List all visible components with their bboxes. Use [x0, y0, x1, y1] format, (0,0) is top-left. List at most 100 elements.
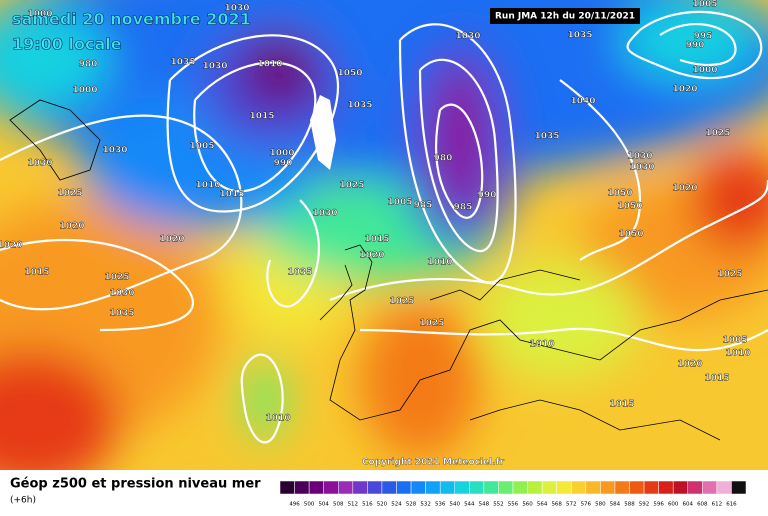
isobar-label: 1050 [618, 230, 643, 240]
colorbar-cell [600, 480, 616, 495]
colorbar-label: 524 [391, 502, 402, 508]
colorbar-label: 528 [406, 502, 417, 508]
isobar-label: 1010 [427, 258, 452, 268]
colorbar-label: 544 [464, 502, 475, 508]
colorbar-label: 560 [522, 502, 533, 508]
colorbar-cell [498, 480, 514, 495]
colorbar-label: 584 [610, 502, 621, 508]
colorbar-cell [338, 480, 354, 495]
isobar-label: 1035 [109, 309, 134, 319]
colorbar-label: 508 [333, 502, 344, 508]
colorbar-label: 592 [639, 502, 650, 508]
isobar-label: 1005 [189, 142, 214, 152]
isobar-label: 1000 [692, 66, 717, 76]
colorbar-label: 520 [377, 502, 388, 508]
run-box [490, 8, 640, 24]
isobar-label: 1030 [102, 146, 127, 156]
colorbar-label: 536 [435, 502, 446, 508]
colorbar-label: 556 [508, 502, 519, 508]
colorbar-label: 576 [581, 502, 592, 508]
colorbar-cell [439, 480, 455, 495]
isobar-label: 1020 [672, 184, 697, 194]
isobar-label: 985 [414, 201, 433, 211]
colorbar-cell [643, 480, 659, 495]
time: 19:00 locale [12, 35, 122, 54]
colorbar-cell [308, 480, 324, 495]
colorbar-cell [672, 480, 688, 495]
isobar-label: 1005 [692, 0, 717, 10]
isobar-label: 1005 [722, 336, 747, 346]
colorbar-label: 512 [348, 502, 359, 508]
copyright: Copyright 2021 Meteociel.fr [362, 458, 505, 468]
isobar-label: 1050 [337, 69, 362, 79]
colorbar: 496 500 504 508 512 516 520 524 528 532 536 540 544 5… [279, 480, 747, 508]
isobar-label: 1005 [387, 198, 412, 208]
colorbar-cell [410, 480, 426, 495]
colorbar-cell [527, 480, 543, 495]
isobar-label: 1000 [269, 149, 294, 159]
isobar-label: 1030 [312, 209, 337, 219]
isobars [0, 10, 768, 444]
isobar-label: 1020 [672, 85, 697, 95]
date: samedi 20 novembre 2021 [12, 10, 251, 29]
colorbar-cell [614, 480, 630, 495]
isobar-label: 1040 [570, 97, 595, 107]
footer-lead: (+6h) [10, 496, 36, 506]
colorbar-cell [367, 480, 383, 495]
colorbar-cell [731, 480, 747, 495]
colorbar-cell [702, 480, 718, 495]
isobar-label: 990 [274, 159, 293, 169]
footer-title: Géop z500 et pression niveau mer [10, 477, 261, 492]
isobar-label: 1015 [249, 112, 274, 122]
isobar-label: 1025 [339, 181, 364, 191]
isobar-label: 1025 [717, 270, 742, 280]
colorbar-cell [629, 480, 645, 495]
isobar-label: 1020 [59, 222, 84, 232]
run: Run JMA 12h du 20/11/2021 [495, 12, 635, 22]
isobar-label: 1010 [725, 349, 750, 359]
isobar-label: 1035 [170, 58, 195, 68]
isobar-label: 1035 [534, 132, 559, 142]
colorbar-label: 572 [566, 502, 577, 508]
colorbar-label: 616 [726, 502, 737, 508]
isobar-label: 1000 [27, 10, 52, 20]
colorbar-cell [716, 480, 732, 495]
colorbar-label: 588 [624, 502, 635, 508]
isobar-label: 1030 [629, 163, 654, 173]
colorbar-label: 600 [668, 502, 679, 508]
isobar-label: 980 [79, 60, 98, 70]
isobar-label: 1010 [257, 60, 282, 70]
isobar-label: 1025 [705, 129, 730, 139]
isobar-label: 995 [694, 32, 713, 42]
colorbar-cell [469, 480, 485, 495]
isobar-label: 1035 [287, 268, 312, 278]
colorbar-label: 604 [683, 502, 694, 508]
isobar-label: 980 [434, 154, 453, 164]
isobar-label: 1010 [195, 181, 220, 191]
isobar-label: 1030 [202, 62, 227, 72]
colorbar-cell [381, 480, 397, 495]
colorbar-cell [279, 480, 295, 495]
colorbar-label: 596 [653, 502, 664, 508]
isobar-label: 1025 [104, 273, 129, 283]
isobar-label: 1025 [57, 189, 82, 199]
colorbar-label: 608 [697, 502, 708, 508]
isobar-label: 1030 [455, 32, 480, 42]
colorbar-cell [556, 480, 572, 495]
isobar-label: 1030 [109, 289, 134, 299]
isobar-label: 1030 [224, 4, 249, 14]
isobar-label: 1020 [0, 241, 23, 251]
coastlines [9, 99, 768, 441]
isobar-label: 1025 [389, 297, 414, 307]
colorbar-cell [571, 480, 587, 495]
colorbar-label: 504 [318, 502, 329, 508]
colorbar-cell [454, 480, 470, 495]
colorbar-label: 568 [551, 502, 562, 508]
isobar-label: 1010 [529, 340, 554, 350]
colorbar-label: 548 [479, 502, 490, 508]
colorbar-cell [352, 480, 368, 495]
isobar-label: 1000 [72, 86, 97, 96]
isobar-label: 1030 [627, 152, 652, 162]
colorbar-cell [396, 480, 412, 495]
